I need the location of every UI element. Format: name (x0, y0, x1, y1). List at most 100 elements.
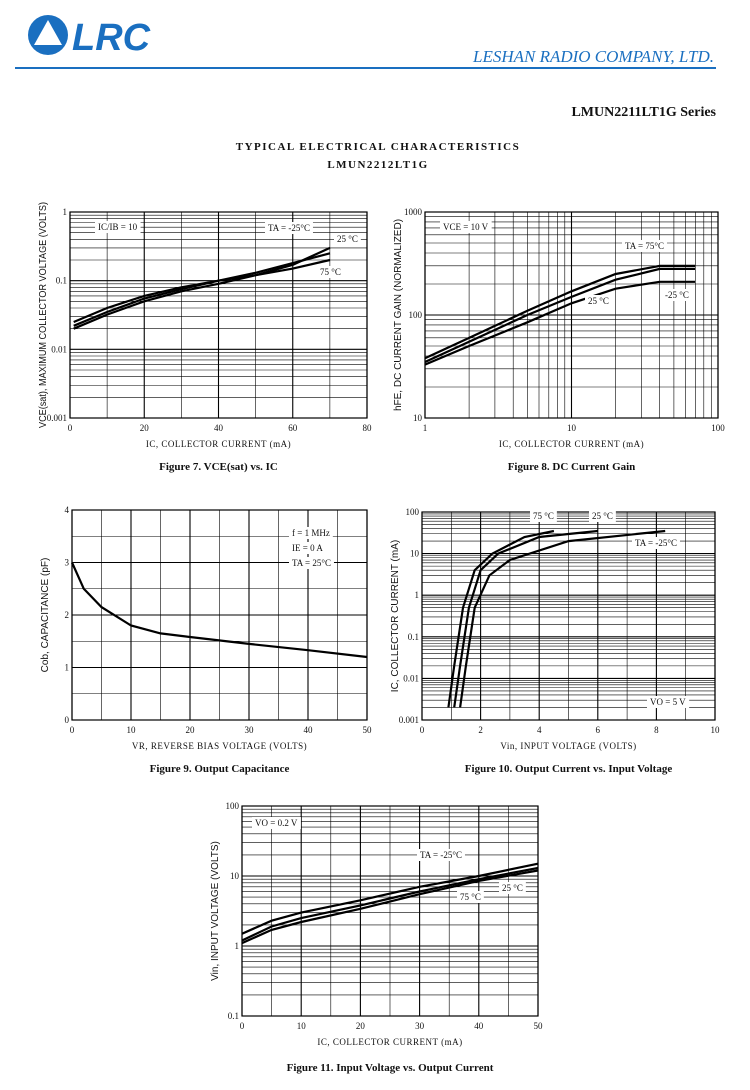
logo-text: LRC (72, 17, 151, 59)
y-tick-label: 1000 (404, 207, 423, 217)
label-background (585, 295, 612, 307)
label-background (334, 233, 361, 245)
y-tick-label: 100 (409, 310, 423, 320)
x-tick-label: 20 (356, 1021, 366, 1031)
y-axis-label: Cob, CAPACITANCE (pF) (40, 558, 51, 673)
series-label: 25 °C (592, 511, 613, 521)
y-axis-label: Vin, INPUT VOLTAGE (VOLTS) (210, 841, 221, 981)
series-label: 75 °C (320, 267, 341, 277)
x-tick-label: 50 (363, 725, 373, 735)
series-label: -25 °C (665, 290, 689, 300)
x-tick-label: 10 (297, 1021, 307, 1031)
chart: 100 10 1 0.10 10 20 30 40 50 TA = -25°C 25 °C 75 °C… (210, 801, 543, 1074)
annotation: VCE = 10 V (443, 222, 489, 232)
y-tick-label: 0.1 (228, 1011, 239, 1021)
x-tick-label: 0 (240, 1021, 245, 1031)
series-line (241, 869, 539, 945)
label-background (457, 891, 484, 903)
y-tick-label: 100 (406, 507, 420, 517)
x-tick-label: 50 (534, 1021, 544, 1031)
label-background (289, 542, 327, 554)
x-tick-label: 4 (537, 725, 542, 735)
annotation: f = 1 MHz (292, 528, 330, 538)
x-tick-label: 0 (70, 725, 75, 735)
y-tick-label: 1 (415, 590, 420, 600)
y-tick-label: 0.01 (51, 344, 67, 354)
y-tick-label: 4 (65, 505, 70, 515)
series-line (241, 866, 539, 942)
section-subtitle: LMUN2212LT1G (327, 159, 428, 171)
x-tick-label: 0 (68, 423, 73, 433)
label-background (440, 221, 492, 233)
series-label: TA = -25°C (635, 538, 677, 548)
annotation: VO = 5 V (650, 697, 686, 707)
y-tick-label: 1 (63, 207, 68, 217)
plot-frame (424, 211, 719, 419)
series-label: 25 °C (502, 883, 523, 893)
y-tick-label: 0.001 (47, 413, 67, 423)
y-tick-label: 10 (413, 413, 423, 423)
series-line (241, 862, 539, 935)
series-label: 75 °C (460, 892, 481, 902)
y-tick-label: 0.1 (408, 632, 419, 642)
x-tick-label: 10 (711, 725, 721, 735)
figure-caption: Figure 8. DC Current Gain (508, 461, 636, 473)
label-background (622, 240, 667, 252)
x-tick-label: 10 (127, 725, 137, 735)
x-tick-label: 30 (245, 725, 255, 735)
annotation: TA = 25°C (292, 558, 331, 568)
label-background (417, 849, 465, 861)
annotation: IE = 0 A (292, 543, 323, 553)
figure-caption: Figure 10. Output Current vs. Input Volt… (465, 763, 673, 775)
label-background (265, 222, 313, 234)
x-axis-label: VR, REVERSE BIAS VOLTAGE (VOLTS) (132, 741, 307, 751)
figure-caption: Figure 7. VCE(sat) vs. IC (159, 461, 278, 473)
label-background (530, 510, 557, 522)
x-tick-label: 60 (288, 423, 298, 433)
x-tick-label: 20 (140, 423, 150, 433)
x-tick-label: 80 (363, 423, 373, 433)
annotation: IC/IB = 10 (98, 222, 138, 232)
y-tick-label: 3 (65, 558, 70, 568)
series-line (447, 529, 555, 708)
x-tick-label: 2 (478, 725, 483, 735)
label-background (647, 696, 690, 708)
y-tick-label: 2 (65, 610, 70, 620)
x-tick-label: 40 (474, 1021, 484, 1031)
label-background (95, 221, 141, 233)
series-line (459, 529, 666, 708)
y-tick-label: 0.001 (399, 715, 419, 725)
y-tick-label: 0.01 (403, 673, 419, 683)
y-tick-label: 10 (230, 871, 240, 881)
series-label: 75 °C (533, 511, 554, 521)
x-tick-label: 6 (596, 725, 601, 735)
series-line (453, 529, 598, 708)
series-label: TA = 75°C (625, 241, 664, 251)
label-background (499, 882, 526, 894)
label-background (289, 527, 333, 539)
y-tick-label: 10 (410, 549, 420, 559)
label-background (317, 266, 344, 278)
logo: LRC (28, 15, 151, 59)
x-tick-label: 40 (304, 725, 314, 735)
series-line (424, 267, 696, 363)
series-line (424, 264, 696, 360)
y-axis-label: VCE(sat), MAXIMUM COLLECTOR VOLTAGE (VOL… (38, 202, 49, 428)
x-axis-label: IC, COLLECTOR CURRENT (mA) (317, 1037, 462, 1047)
x-tick-label: 30 (415, 1021, 425, 1031)
logo-mark (34, 20, 62, 45)
y-axis-label: IC, COLLECTOR CURRENT (mA) (390, 540, 401, 692)
label-background (662, 289, 692, 301)
company-name: LESHAN RADIO COMPANY, LTD. (472, 47, 714, 66)
label-background (252, 817, 301, 829)
series-name: LMUN2211LT1G Series (571, 105, 716, 120)
y-tick-label: 1 (235, 941, 240, 951)
figure-caption: Figure 11. Input Voltage vs. Output Curr… (287, 1062, 494, 1074)
y-tick-label: 1 (65, 663, 70, 673)
series-label: 25 °C (337, 234, 358, 244)
series-line (70, 562, 368, 659)
plot-frame (421, 511, 716, 721)
